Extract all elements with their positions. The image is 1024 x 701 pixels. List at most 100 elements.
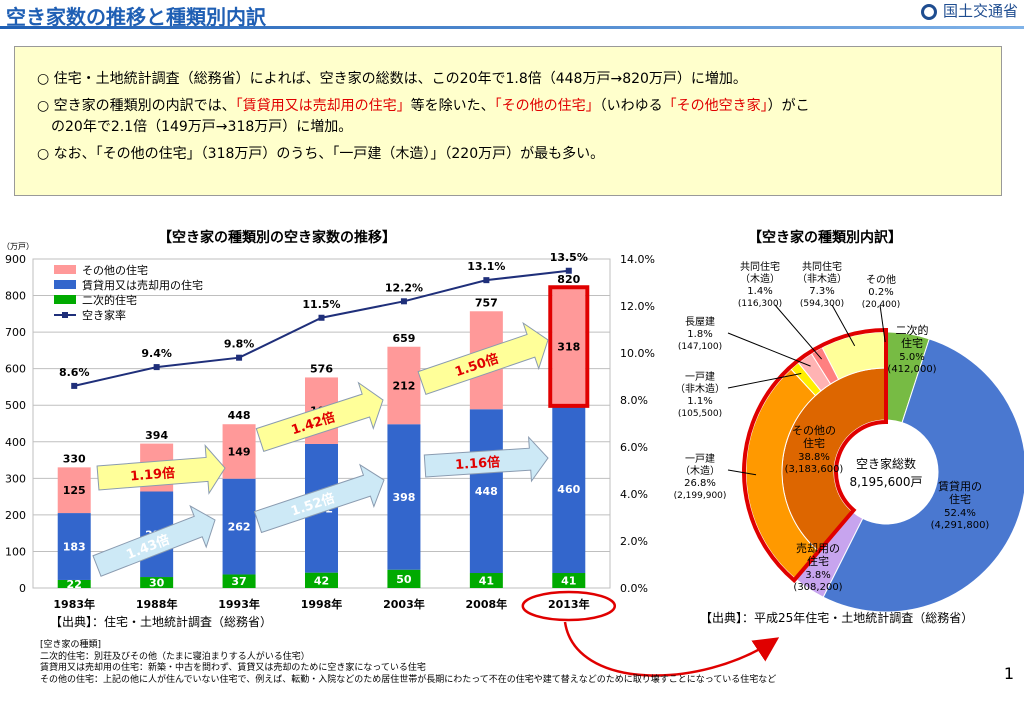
- y2-tick-label: 4.0%: [620, 488, 648, 501]
- donut-center-label: 空き家総数: [856, 456, 916, 471]
- bar-rental: [387, 424, 421, 570]
- donut-pct: 26.8%: [684, 478, 716, 489]
- bar-rental: [222, 478, 256, 575]
- y2-tick-label: 8.0%: [620, 394, 648, 407]
- donut-label: （非木造）: [797, 272, 847, 285]
- y2-tick-label: 2.0%: [620, 535, 648, 548]
- y-tick-label: 0: [19, 582, 26, 595]
- vacancy-rate-label: 11.5%: [302, 298, 340, 311]
- bar-total-label: 394: [145, 429, 168, 442]
- vacancy-rate-label: 12.2%: [385, 281, 423, 294]
- bar-value-label: 41: [479, 575, 494, 588]
- bar-rental: [57, 513, 91, 580]
- legend-label: 賃貸用又は売却用の住宅: [82, 278, 203, 292]
- donut-label: 住宅: [803, 436, 825, 450]
- donut-pct: 5.0%: [899, 352, 924, 363]
- donut-count: (308,200): [793, 582, 842, 593]
- bar-secondary: [140, 577, 174, 588]
- bar-total-label: 820: [557, 273, 580, 286]
- bar-other: [387, 346, 421, 425]
- bar-value-label: 37: [231, 575, 246, 588]
- page-title: 空き家数の推移と種類別内訳: [6, 5, 266, 29]
- growth-arrow-shape: [92, 504, 216, 577]
- donut-label: （木造）: [740, 272, 780, 285]
- summary-text: ○ なお、「その他の住宅」（318万戸）のうち、「一戸建（木造）」（220万戸）…: [37, 146, 605, 162]
- summary-highlight: 「その他空き家」: [662, 98, 768, 114]
- bar-value-label: 460: [557, 483, 580, 496]
- y-tick-label: 300: [5, 472, 26, 485]
- legend-label: 二次的住宅: [82, 293, 137, 307]
- legend-label: 空き家率: [82, 308, 126, 322]
- donut-count: (147,100): [678, 342, 722, 352]
- bar-value-label: 398: [392, 491, 415, 504]
- x-tick-label: 2013年: [548, 597, 590, 611]
- vacancy-rate-label: 13.1%: [467, 260, 505, 273]
- y-tick-label: 800: [5, 290, 26, 303]
- donut-pct: 1.4%: [747, 286, 772, 297]
- leader-line: [879, 304, 886, 343]
- donut-label: 一戸建: [685, 452, 715, 465]
- growth-arrow: 1.19倍: [96, 444, 226, 495]
- summary-text: 等を除いた、: [410, 98, 495, 114]
- vacancy-rate-marker: [236, 354, 243, 361]
- legend-label: その他の住宅: [82, 263, 148, 277]
- bar-value-label: 262: [228, 521, 251, 534]
- vacancy-rate-label: 9.4%: [141, 347, 172, 360]
- donut-center-value: 8,195,600戸: [849, 475, 922, 489]
- donut-count: (594,300): [800, 299, 844, 309]
- bar-value-label: 149: [228, 445, 251, 458]
- donut-pct: 38.8%: [798, 452, 830, 463]
- summary-box: ○ 住宅・土地統計調査（総務省）によれば、空き家の総数は、この20年で1.8倍（…: [14, 46, 1002, 196]
- right-source: 【出典】：平成25年住宅・土地統計調査（総務省）: [700, 611, 974, 625]
- donut-label: 二次的: [896, 323, 929, 337]
- donut-count: (105,500): [678, 409, 722, 419]
- growth-arrow: 1.43倍: [92, 504, 216, 577]
- summary-text: ○ 住宅・土地統計調査（総務省）によれば、空き家の総数は、この20年で1.8倍（…: [37, 71, 747, 87]
- bar-value-label: 42: [314, 574, 329, 587]
- summary-highlight: 「その他の住宅」: [494, 98, 600, 114]
- x-tick-label: 1993年: [218, 597, 260, 611]
- bar-total-label: 757: [475, 296, 498, 309]
- leader-line: [727, 372, 802, 389]
- y-tick-label: 700: [5, 326, 26, 339]
- vacancy-rate-marker: [318, 314, 325, 321]
- summary-line: ○ 住宅・土地統計調査（総務省）によれば、空き家の総数は、この20年で1.8倍（…: [37, 69, 987, 90]
- donut-label: 住宅: [949, 492, 971, 506]
- bar-value-label: 318: [557, 341, 580, 354]
- y2-tick-label: 12.0%: [620, 300, 655, 313]
- bar-total-label: 659: [392, 332, 415, 345]
- y-tick-label: 500: [5, 399, 26, 412]
- y-tick-label: 900: [5, 253, 26, 266]
- x-tick-label: 1983年: [53, 597, 95, 611]
- bar-rental: [469, 409, 503, 574]
- y2-tick-label: 6.0%: [620, 441, 648, 454]
- donut-slice: [822, 338, 1024, 613]
- note-line: 二次的住宅：別荘及びその他（たまに寝泊まりする人がいる住宅）: [40, 651, 310, 662]
- growth-ratio-label: 1.16倍: [455, 454, 501, 473]
- summary-text: （いわゆる: [599, 98, 663, 114]
- bar-other: [222, 424, 256, 479]
- bar-value-label: 183: [63, 541, 86, 554]
- donut-count: (4,291,800): [931, 520, 990, 531]
- donut-label: 一戸建: [685, 370, 715, 383]
- bar-secondary: [57, 579, 91, 588]
- donut-pct: 7.3%: [809, 286, 834, 297]
- leader-line: [774, 304, 823, 360]
- growth-arrow: 1.16倍: [423, 435, 549, 483]
- y-axis-unit: （万戸）: [2, 242, 34, 251]
- callout-arrow: [563, 621, 780, 677]
- summary-line: ○ 空き家の種類別の内訳では、「賃貸用又は売却用の住宅」等を除いた、「その他の住…: [37, 96, 987, 117]
- leader-line: [727, 469, 757, 476]
- summary-text: ）がこ: [767, 98, 810, 114]
- bar-secondary: [387, 569, 421, 588]
- donut-highlight: [742, 327, 888, 584]
- x-tick-label: 2008年: [466, 597, 508, 611]
- highlight-box: [548, 285, 590, 408]
- bar-value-label: 22: [67, 578, 82, 591]
- vacancy-rate-label: 8.6%: [59, 366, 90, 379]
- y2-tick-label: 0.0%: [620, 582, 648, 595]
- bar-value-label: 50: [396, 573, 412, 586]
- bar-value-label: 41: [561, 575, 576, 588]
- donut-label: その他: [866, 273, 896, 286]
- donut-label: その他の: [792, 424, 836, 437]
